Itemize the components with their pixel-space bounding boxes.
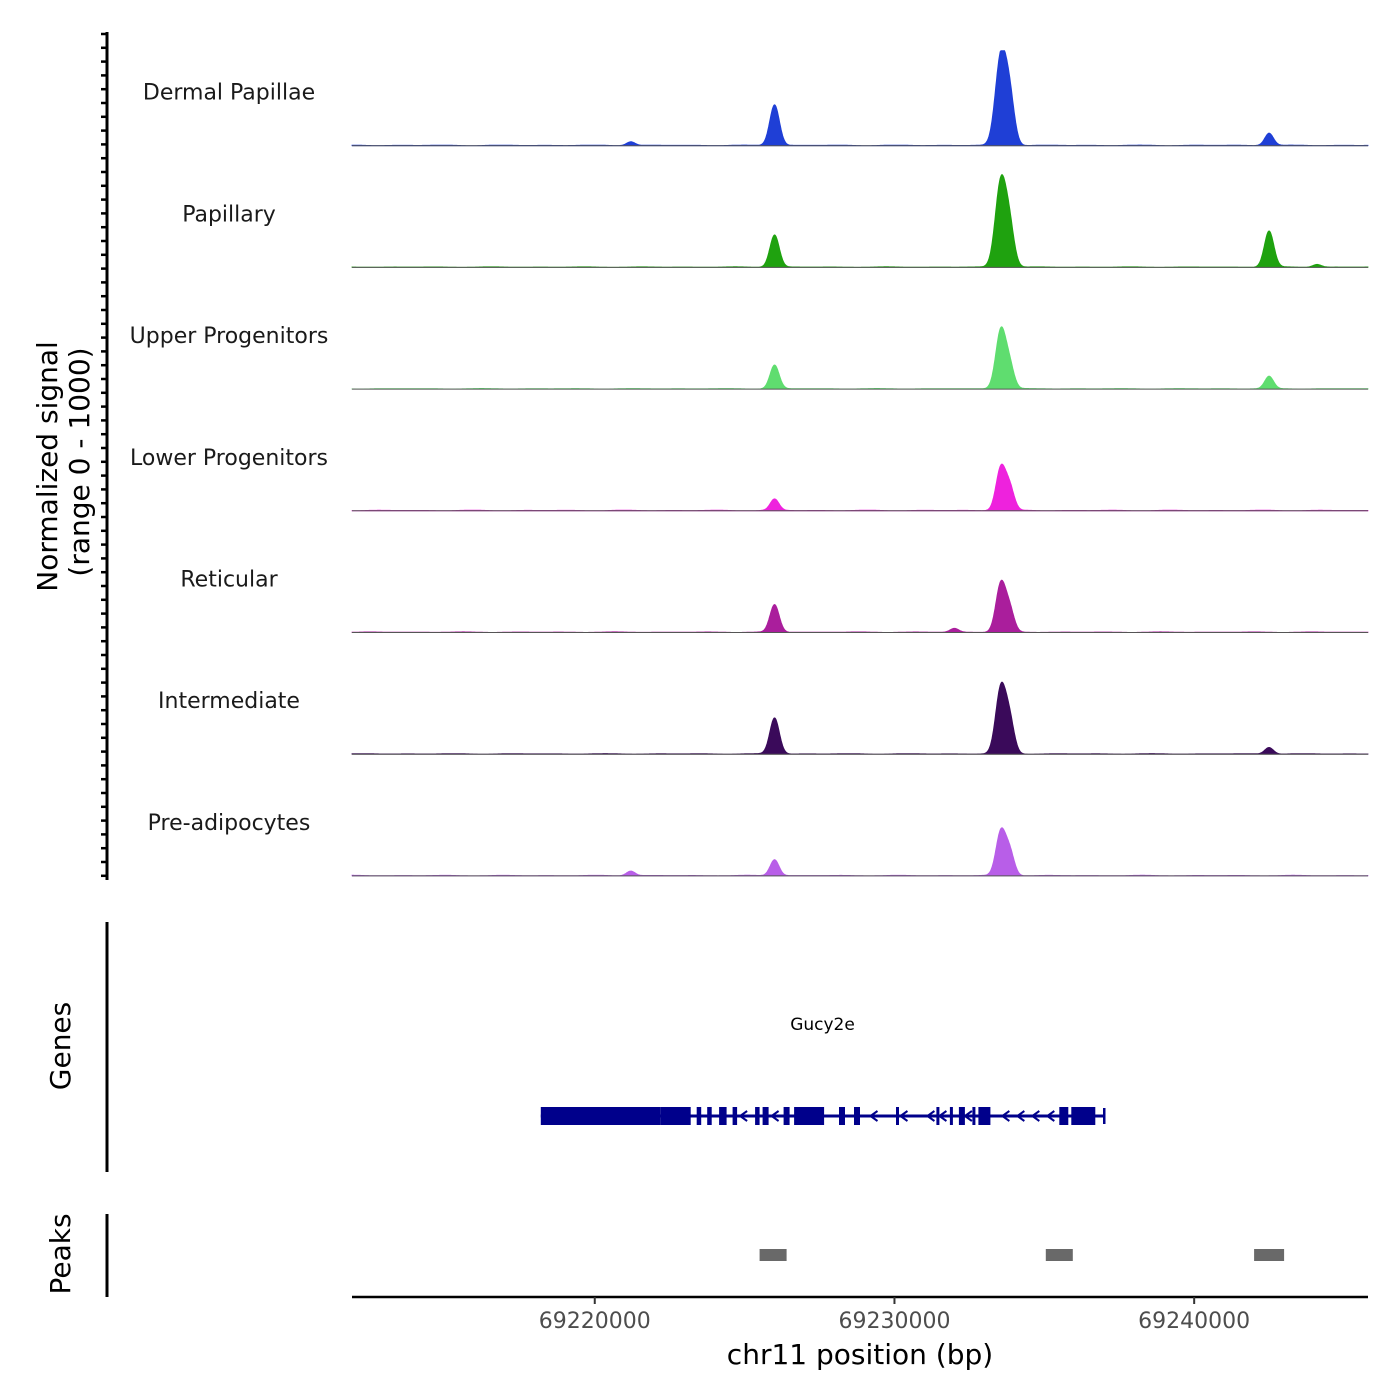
gene-exon <box>732 1107 738 1125</box>
strand-arrow <box>937 1110 948 1122</box>
strand-arrow <box>738 1110 748 1122</box>
gene-exon <box>696 1107 702 1125</box>
x-axis-label: chr11 position (bp) <box>727 1338 993 1371</box>
track-intermediate: Intermediate <box>158 681 1369 755</box>
called-peak <box>1045 1249 1073 1261</box>
gene-exon <box>972 1107 976 1125</box>
gene-exon <box>762 1107 769 1125</box>
x-tick-label: 69240000 <box>1138 1309 1250 1334</box>
coverage-area <box>351 827 1369 877</box>
coverage-area <box>351 326 1369 390</box>
y-label-line-2: (range 0 - 1000) <box>63 347 96 576</box>
gene-exon <box>978 1107 991 1125</box>
track-papillary: Papillary <box>182 174 1369 268</box>
track-reticular: Reticular <box>180 568 1369 633</box>
gene-exon <box>540 1107 661 1125</box>
called-peak <box>759 1249 787 1261</box>
strand-arrow <box>898 1110 909 1122</box>
peaks-panel-label: Peaks <box>44 1213 77 1294</box>
strand-arrow <box>1000 1110 1010 1122</box>
peak-track <box>759 1249 1285 1261</box>
track-label: Lower Progenitors <box>130 446 328 471</box>
gene-exon <box>839 1107 845 1125</box>
coverage-tracks: Dermal Papillae Papillary Upper Progenitor… <box>130 50 1369 877</box>
coverage-area <box>351 50 1369 147</box>
coverage-area <box>351 174 1369 268</box>
track-label: Pre-adipocytes <box>148 811 311 836</box>
strand-arrow <box>963 1110 973 1122</box>
strand-arrow <box>769 1110 780 1122</box>
strand-arrow <box>868 1110 879 1122</box>
gene-exon <box>719 1107 727 1125</box>
gene-exon <box>707 1107 712 1125</box>
gene-exon <box>794 1107 825 1125</box>
track-label: Upper Progenitors <box>130 324 329 349</box>
x-tick-label: 69220000 <box>539 1309 651 1334</box>
track-label: Papillary <box>182 202 276 227</box>
strand-arrow <box>925 1110 936 1122</box>
coverage-area <box>351 681 1369 755</box>
gene-exon <box>755 1107 760 1125</box>
gene-exon <box>660 1107 691 1125</box>
coverage-y-axis <box>101 32 109 880</box>
x-axis-ticks: 69220000 69230000 69240000 <box>539 1297 1250 1334</box>
gene-exon <box>1071 1107 1096 1125</box>
gene-exon <box>896 1107 899 1125</box>
x-tick-label: 69230000 <box>838 1309 950 1334</box>
gene-name-label: Gucy2e <box>790 1015 855 1035</box>
track-lower-progenitors: Lower Progenitors <box>130 446 1369 512</box>
called-peak <box>1254 1249 1285 1261</box>
strand-arrow <box>1045 1110 1055 1122</box>
genes-panel-label: Genes <box>44 1002 77 1090</box>
gene-exon <box>958 1107 965 1125</box>
gene-exon <box>1059 1107 1069 1125</box>
strand-arrow <box>1030 1110 1040 1122</box>
gene-exon <box>854 1107 860 1125</box>
track-pre-adipocytes: Pre-adipocytes <box>148 811 1369 877</box>
gene-exon <box>783 1107 790 1125</box>
coverage-area <box>351 579 1369 633</box>
gene-exon <box>949 1107 953 1125</box>
coverage-area <box>351 463 1369 512</box>
track-label: Intermediate <box>158 689 300 714</box>
strand-arrow <box>1015 1110 1025 1122</box>
track-label: Reticular <box>180 568 278 593</box>
track-label: Dermal Papillae <box>143 81 315 106</box>
track-upper-progenitors: Upper Progenitors <box>130 324 1369 390</box>
track-dermal-papillae: Dermal Papillae <box>143 50 1369 147</box>
gene-track: Gucy2e <box>540 1015 1106 1125</box>
y-label-line-1: Normalized signal <box>31 341 64 592</box>
coverage-y-axis-label: Normalized signal (range 0 - 1000) <box>31 332 96 591</box>
